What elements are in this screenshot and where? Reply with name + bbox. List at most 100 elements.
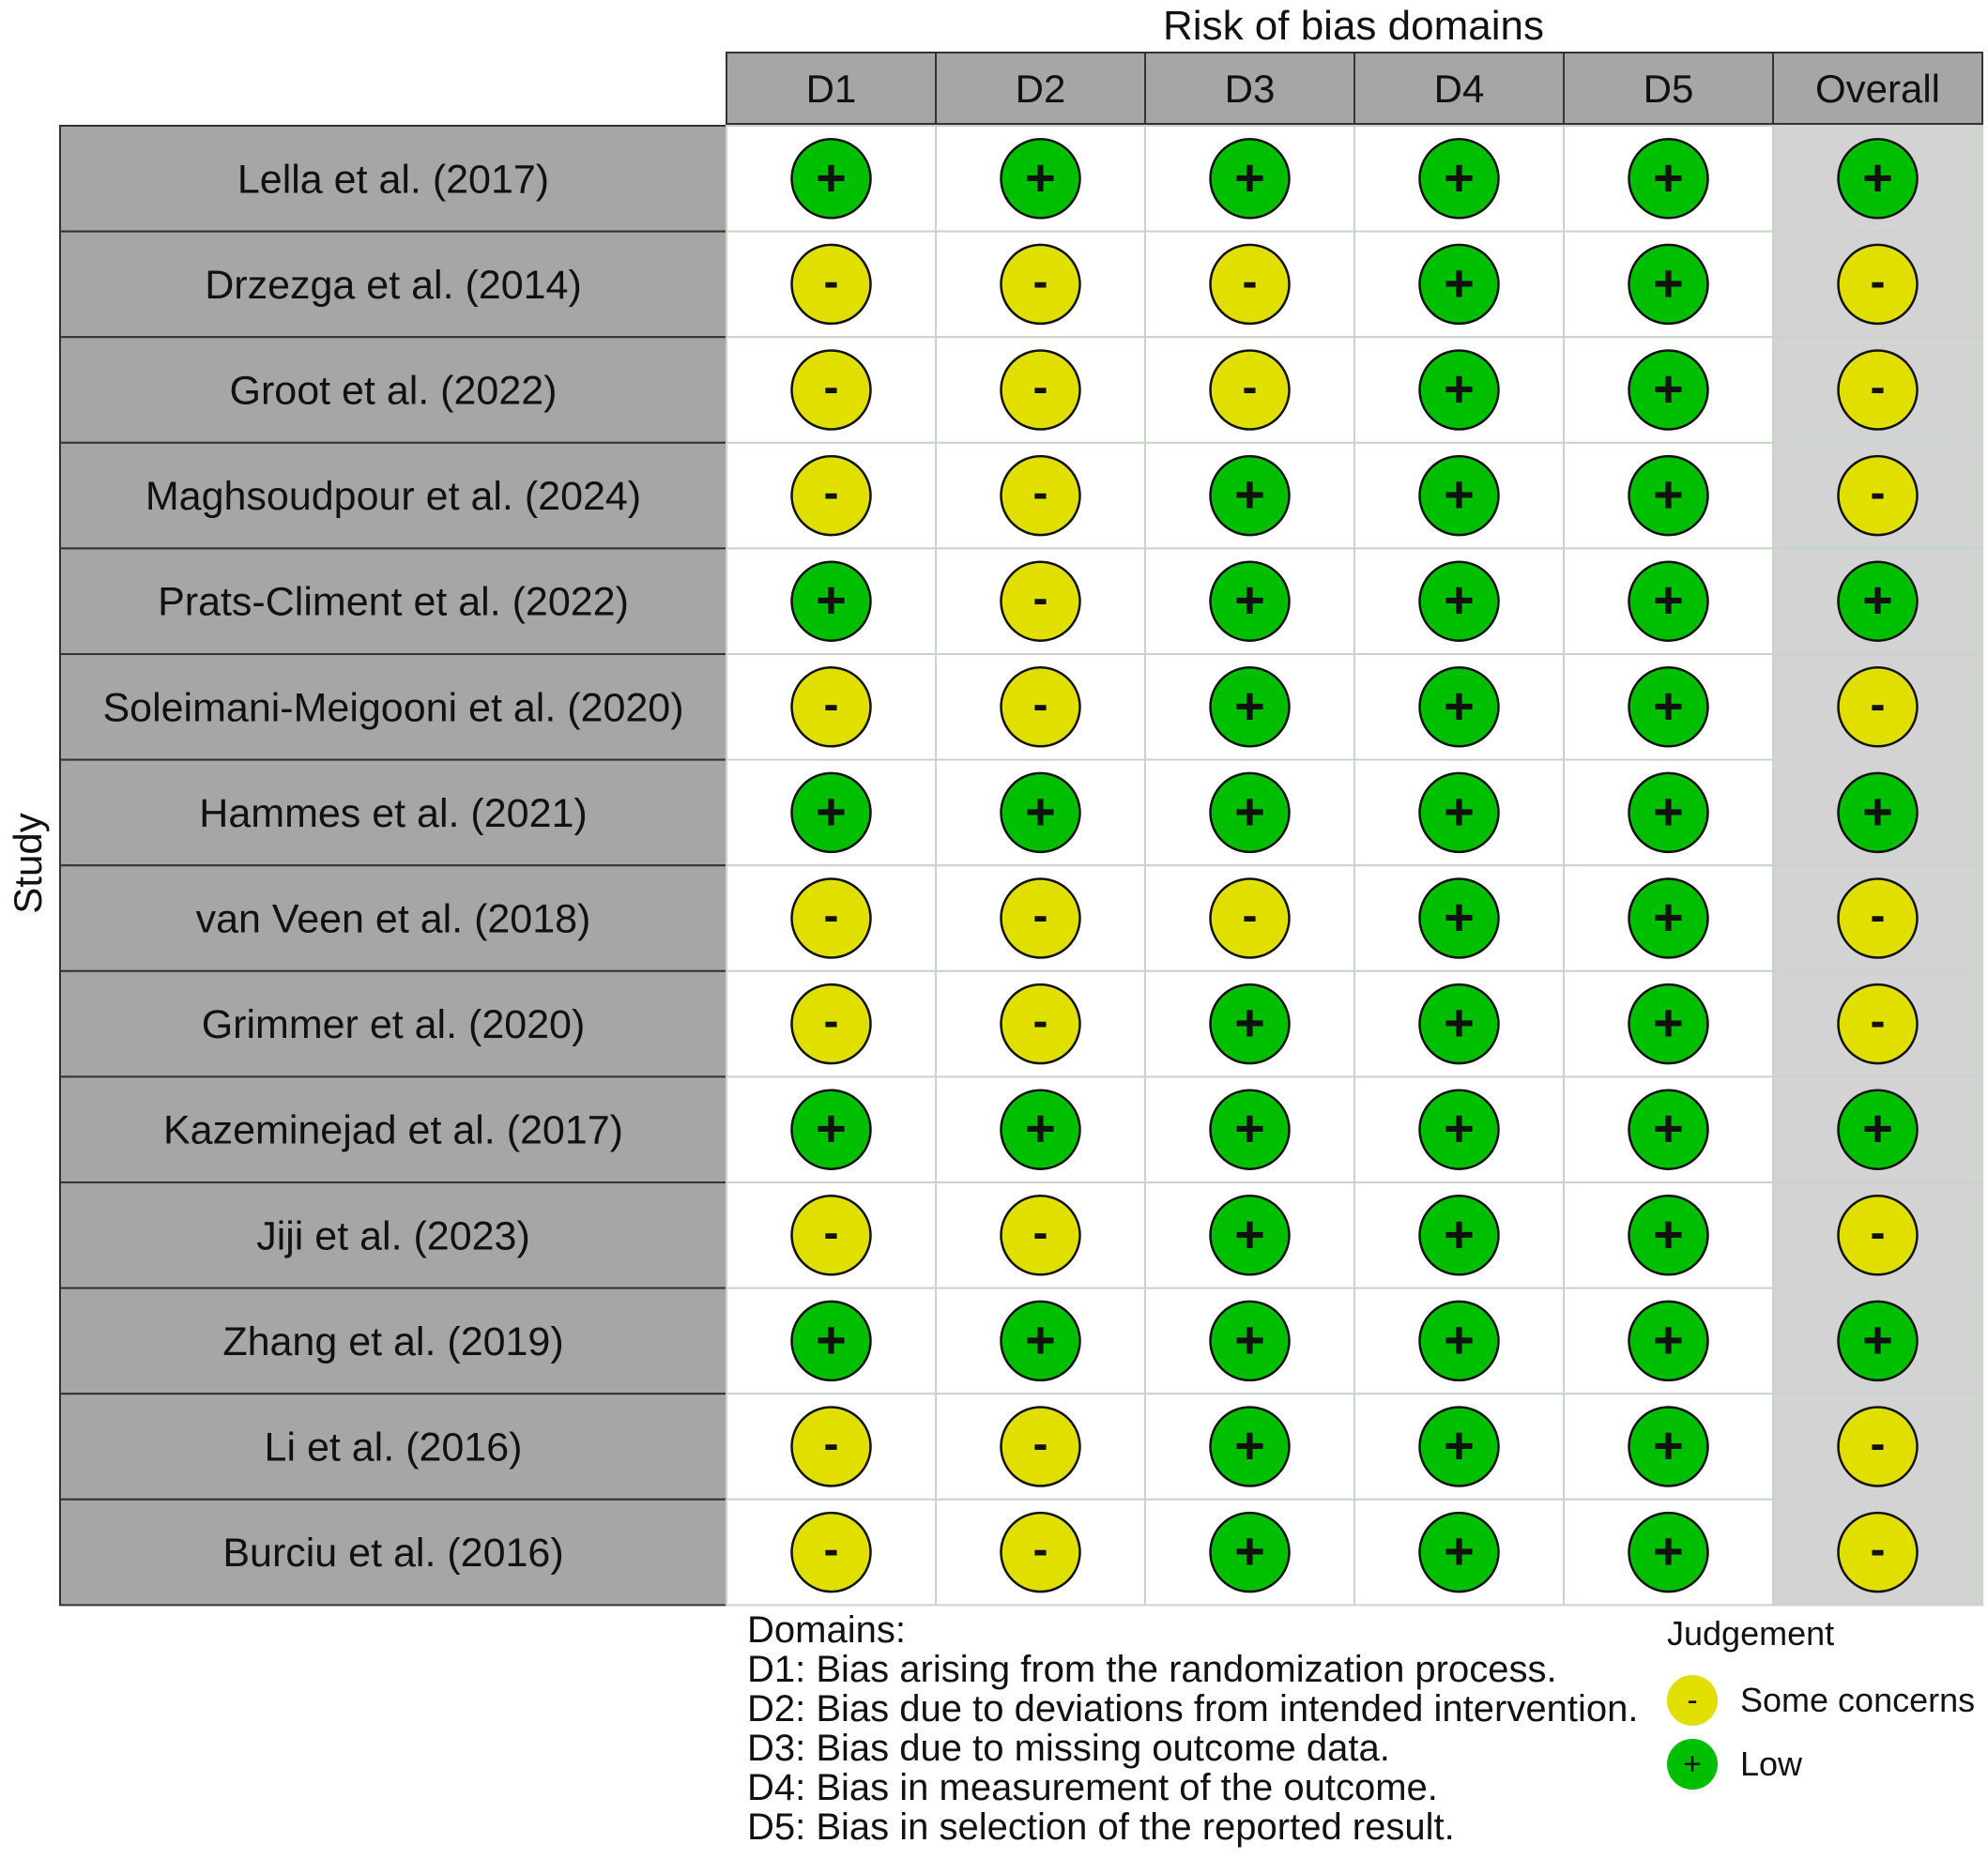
judgement-symbol: + [1444, 571, 1475, 630]
judgement-symbol: - [824, 1208, 839, 1257]
low-risk-icon [1837, 138, 1919, 220]
header-label: D2 [1016, 67, 1066, 111]
judgement-symbol: + [1234, 1099, 1265, 1158]
judgement-symbol: - [1871, 997, 1886, 1046]
judgement-symbol: - [1871, 363, 1886, 413]
judgement-symbol: + [1444, 782, 1475, 841]
low-risk-icon [1628, 454, 1709, 537]
low-risk-icon [1209, 1195, 1291, 1276]
low-risk-icon [1628, 1195, 1709, 1276]
judgement-symbol: - [1033, 257, 1048, 307]
low-risk-icon [1209, 1511, 1291, 1593]
judgement-symbol: + [1653, 993, 1684, 1052]
some-concerns-icon [1837, 1406, 1919, 1487]
judgement-symbol: - [1871, 891, 1886, 941]
study-cell [59, 758, 727, 867]
judgement-symbol: + [1025, 147, 1056, 206]
low-risk-icon [1628, 877, 1709, 959]
study-label: Li et al. (2016) [265, 1425, 523, 1470]
some-concerns-icon [1837, 666, 1919, 748]
low-risk-icon [1418, 454, 1500, 537]
low-risk-icon [1837, 1089, 1919, 1170]
study-label: Lella et al. (2017) [237, 157, 549, 202]
low-risk-icon [1837, 560, 1919, 642]
judgement-symbol: + [1444, 1310, 1475, 1369]
low-risk-icon [790, 1089, 872, 1170]
judgement-symbol: - [824, 257, 839, 307]
study-label: van Veen et al. (2018) [196, 897, 591, 942]
judgement-symbol: + [1444, 1416, 1475, 1475]
low-risk-icon [1418, 877, 1500, 959]
domain-headers: D1 D2 D3 D4 D5 Overall [726, 52, 1983, 125]
low-risk-icon [1418, 138, 1500, 220]
low-risk-icon [1418, 666, 1500, 748]
header-label: Overall [1815, 67, 1940, 111]
judgement-symbol: - [1243, 257, 1258, 307]
judgement-symbol: + [1653, 782, 1684, 841]
low-risk-icon [1209, 1300, 1291, 1382]
low-risk-icon [1000, 138, 1081, 220]
judgement-symbol: - [824, 1525, 839, 1575]
low-risk-icon [1837, 1300, 1919, 1382]
judgement-symbol: + [1444, 147, 1475, 206]
judgement-symbol: + [1653, 253, 1684, 312]
judgement-symbol: + [1444, 359, 1475, 419]
domain-description-d3: D3: Bias due to missing outcome data. [747, 1728, 1390, 1769]
low-risk-icon [1000, 1089, 1081, 1170]
low-risk-icon [1418, 349, 1500, 431]
legend-label-some-concerns: Some concerns [1740, 1681, 1976, 1719]
judgement-symbol: - [1871, 468, 1886, 518]
judgement-symbol: + [1653, 147, 1684, 206]
low-risk-icon [1209, 1406, 1291, 1487]
judgement-symbol: + [1653, 1099, 1684, 1158]
judgement-symbol: - [824, 468, 839, 518]
judgement-symbol: + [1234, 1310, 1265, 1369]
judgement-symbol: + [1444, 253, 1475, 312]
judgement-symbol: - [824, 891, 839, 941]
some-concerns-icon [1837, 243, 1919, 326]
some-concerns-icon [790, 1195, 872, 1276]
study-label: Hammes et al. (2021) [199, 791, 587, 836]
study-cell [59, 230, 727, 339]
judgement-symbol: + [816, 147, 847, 206]
low-risk-icon [1628, 243, 1709, 326]
judgement-symbol: - [824, 363, 839, 413]
some-concerns-icon [790, 983, 872, 1065]
some-concerns-icon [1000, 877, 1081, 959]
study-label: Burciu et al. (2016) [222, 1531, 563, 1576]
low-risk-icon [1418, 1195, 1500, 1276]
judgement-symbol: + [1234, 1521, 1265, 1580]
study-label: Soleimani-Meigooni et al. (2020) [102, 685, 683, 730]
study-cell [59, 1498, 727, 1607]
low-risk-icon [1418, 1406, 1500, 1487]
judgement-symbol: + [1444, 1099, 1475, 1158]
study-label: Groot et al. (2022) [230, 369, 558, 414]
some-concerns-icon [790, 877, 872, 959]
low-risk-icon [1418, 560, 1500, 642]
study-label: Drzezga et al. (2014) [205, 263, 582, 308]
low-risk-icon [1628, 771, 1709, 854]
judgement-symbol: - [1033, 679, 1048, 729]
judgement-legend: Judgement - Some concerns + Low [1667, 1614, 1988, 1802]
header-label: D4 [1434, 67, 1485, 111]
some-concerns-icon [1837, 1195, 1919, 1276]
some-concerns-icon [1837, 983, 1919, 1065]
judgement-symbol: - [1871, 1420, 1886, 1470]
study-label: Grimmer et al. (2020) [202, 1002, 586, 1047]
some-concerns-icon: - [1667, 1675, 1718, 1726]
study-cell [59, 1075, 727, 1184]
some-concerns-icon [1000, 454, 1081, 537]
judgement-symbol: - [1243, 891, 1258, 941]
study-cell [59, 336, 727, 444]
study-cell [59, 653, 727, 761]
low-risk-icon [1628, 666, 1709, 748]
low-risk-icon [790, 771, 872, 854]
judgement-symbol: + [1234, 465, 1265, 524]
low-risk-icon [1418, 983, 1500, 1065]
low-risk-icon [1000, 771, 1081, 854]
judgement-symbol: - [1033, 363, 1048, 413]
legend-label-low: Low [1740, 1745, 1803, 1783]
judgement-symbol: + [1025, 782, 1056, 841]
y-axis-label: Study [6, 813, 50, 913]
judgement-symbol: - [1033, 1525, 1048, 1575]
